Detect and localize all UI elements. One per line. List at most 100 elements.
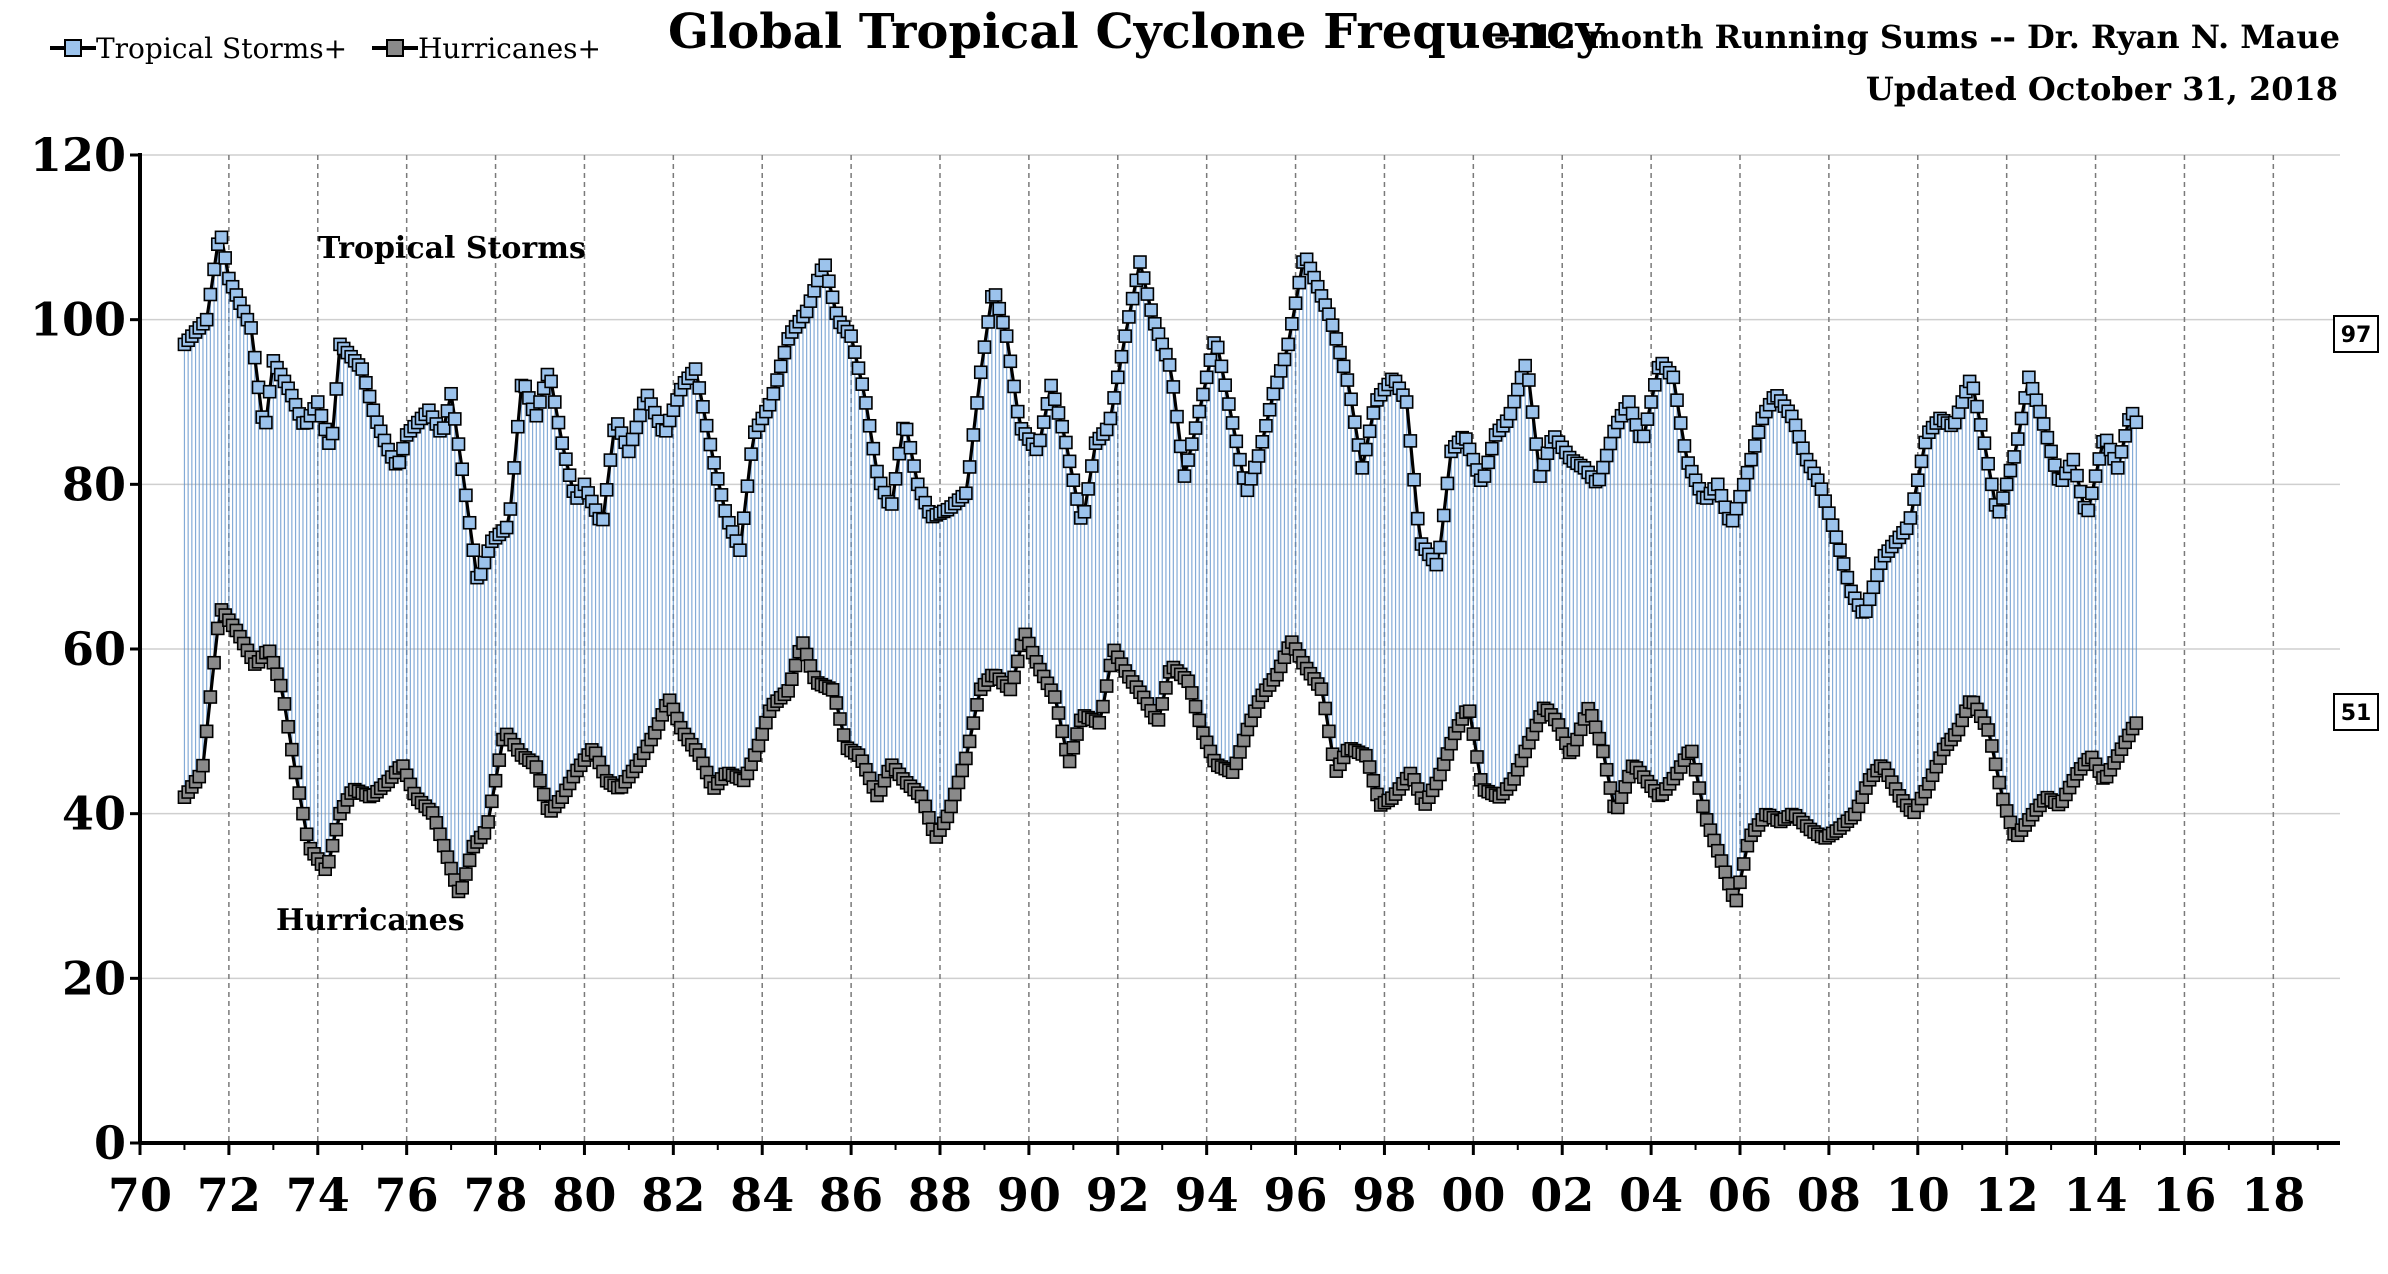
point-storms: [1510, 382, 1525, 397]
point-hurricanes: [833, 712, 847, 726]
point-hurricanes: [836, 728, 851, 742]
point-storms: [444, 386, 458, 401]
point-storms: [988, 288, 1003, 302]
point-storms: [1262, 402, 1277, 417]
point-hurricanes: [433, 827, 447, 842]
x-tick-label: 72: [197, 1168, 261, 1222]
point-storms: [1281, 337, 1295, 352]
point-storms: [733, 543, 747, 558]
point-storms: [1636, 429, 1651, 444]
point-hurricanes: [1722, 876, 1736, 891]
point-storms: [1081, 482, 1095, 496]
point-storms: [903, 440, 918, 455]
point-storms: [1403, 434, 1418, 448]
point-storms: [2048, 458, 2062, 472]
legend-hurricanes-marker: [386, 39, 404, 57]
point-hurricanes: [277, 697, 292, 711]
point-storms: [1355, 461, 1370, 475]
point-hurricanes: [1010, 654, 1025, 669]
point-storms: [1503, 406, 1518, 421]
point-storms: [996, 315, 1010, 330]
point-storms: [714, 488, 729, 502]
point-storms: [544, 374, 558, 389]
point-storms: [1070, 492, 1084, 506]
point-hurricanes: [1185, 686, 1199, 700]
point-storms: [1359, 442, 1373, 457]
point-storms: [329, 382, 344, 396]
end-label-storms: 97: [2333, 315, 2379, 353]
point-storms: [499, 520, 514, 535]
point-storms: [818, 258, 832, 273]
point-hurricanes: [1229, 756, 1244, 771]
point-storms: [1103, 411, 1118, 426]
point-hurricanes: [1718, 865, 1732, 880]
y-tick-label: 60: [62, 622, 126, 676]
point-storms: [1981, 456, 1995, 471]
point-storms: [1055, 419, 1070, 434]
point-storms: [1399, 395, 1414, 409]
point-storms: [518, 379, 532, 394]
point-hurricanes: [788, 658, 803, 673]
point-hurricanes: [922, 810, 936, 825]
point-hurricanes: [955, 763, 970, 778]
point-storms: [1714, 488, 1729, 503]
x-tick-label: 98: [1352, 1168, 1416, 1222]
point-storms: [1596, 460, 1610, 475]
point-storms: [1796, 441, 1810, 455]
point-hurricanes: [199, 724, 214, 739]
point-storms: [773, 359, 788, 374]
point-storms: [1144, 303, 1158, 317]
point-storms: [1725, 513, 1740, 528]
point-storms: [2040, 430, 2055, 445]
point-storms: [1348, 415, 1362, 429]
x-tick-label: 86: [819, 1168, 883, 1222]
point-hurricanes: [1988, 757, 2003, 772]
point-storms: [1536, 457, 1551, 472]
point-hurricanes: [288, 765, 303, 780]
point-storms: [1733, 489, 1747, 504]
point-storms: [2114, 445, 2129, 459]
point-storms: [207, 262, 221, 277]
point-storms: [1240, 483, 1255, 498]
point-storms: [1162, 358, 1177, 372]
point-storms: [218, 251, 232, 265]
point-hurricanes: [2129, 716, 2144, 730]
point-hurricanes: [481, 815, 495, 829]
point-hurricanes: [455, 880, 470, 895]
legend-storms-marker: [64, 39, 82, 57]
point-storms: [1440, 476, 1455, 491]
point-storms: [740, 479, 755, 493]
point-hurricanes: [325, 838, 340, 853]
point-storms: [707, 456, 721, 470]
end-label-hurricanes-text: 51: [2341, 701, 2372, 726]
point-storms: [1966, 381, 1981, 396]
y-tick-label: 100: [30, 293, 126, 347]
x-tick-label: 04: [1619, 1168, 1683, 1222]
point-storms: [1522, 373, 1536, 387]
y-tick-label: 80: [62, 457, 126, 511]
point-storms: [1603, 436, 1618, 451]
point-hurricanes: [781, 684, 795, 698]
point-storms: [2066, 452, 2081, 467]
end-label-hurricanes: 51: [2333, 693, 2379, 731]
point-storms: [855, 377, 870, 391]
point-storms: [1629, 418, 1644, 432]
point-storms: [1818, 494, 1832, 508]
point-storms: [1996, 491, 2010, 505]
point-hurricanes: [759, 715, 773, 730]
point-storms: [392, 455, 407, 470]
chart-updated: Updated October 31, 2018: [1866, 70, 2338, 108]
point-storms: [1170, 409, 1184, 424]
x-tick-label: 78: [464, 1168, 528, 1222]
point-hurricanes: [285, 742, 299, 757]
point-storms: [1362, 424, 1377, 439]
point-storms: [888, 472, 903, 486]
x-tick-label: 06: [1708, 1168, 1772, 1222]
point-storms: [1340, 373, 1355, 387]
point-storms: [744, 447, 758, 461]
point-storms: [703, 437, 718, 452]
point-storms: [355, 362, 370, 376]
point-hurricanes: [273, 678, 288, 693]
point-storms: [436, 421, 451, 435]
